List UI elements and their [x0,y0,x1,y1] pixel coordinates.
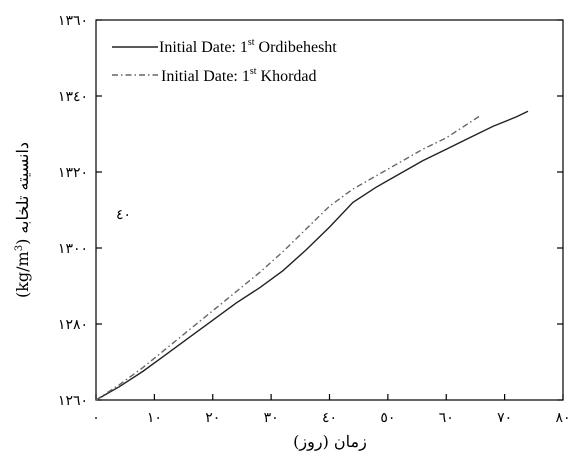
series-line-ordibehesht [95,110,529,401]
x-tick-label: ٤٠ [322,410,337,426]
x-tick-label: ٧٠ [497,410,512,426]
annotation-label: ٤٠ [116,207,131,223]
legend: Initial Date: 1st Ordibehesht Initial Da… [112,37,337,85]
x-tick-label: ٢٠ [205,410,220,426]
x-tick-label: ٨٠ [555,410,568,426]
x-tick-label: ٦٠ [439,410,454,426]
y-tick-label: ١٣٢٠ [58,165,88,181]
x-tick-label: ١٠ [147,410,162,426]
y-tick-label: ١٣٦٠ [58,13,88,29]
y-tick-label: ١٢٦٠ [58,393,88,409]
y-tick-label: ١٢٨٠ [58,317,88,333]
series-line-khordad [95,114,482,401]
x-tick-label: ٠ [92,410,100,426]
y-tick-label: ١٣٠٠ [58,241,88,257]
x-axis-label: زمان (روز) [293,432,367,451]
x-tick-label: ٣٠ [264,410,279,426]
legend-label-khordad: Initial Date: 1st Khordad [161,66,317,85]
x-tick-label: ٥٠ [380,410,395,426]
y-tick-label: ١٣٤٠ [58,89,88,105]
y-axis-label: (kg/m3) دانسیته تلخابه [13,142,32,298]
legend-label-ordibehesht: Initial Date: 1st Ordibehesht [159,37,337,56]
